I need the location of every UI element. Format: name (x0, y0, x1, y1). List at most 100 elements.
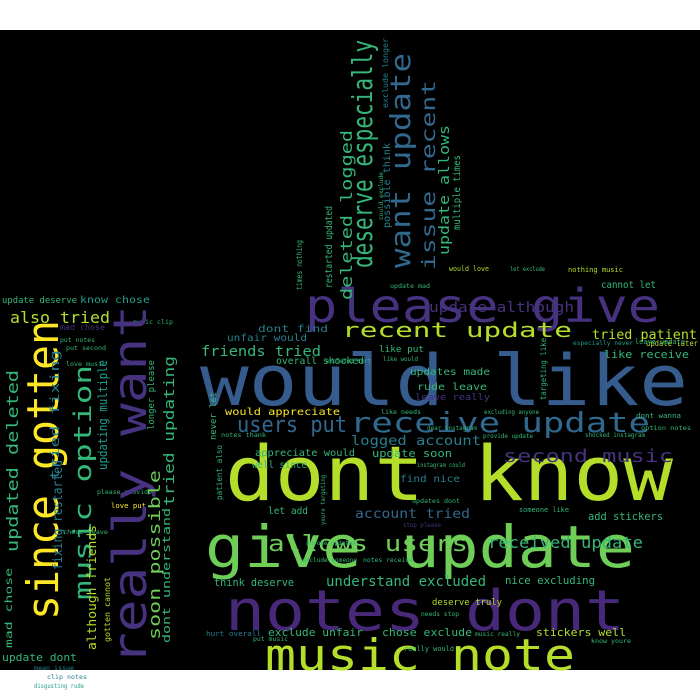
word-dont-know: dont know (225, 429, 673, 518)
word-mean-issue: mean issue (34, 665, 74, 672)
word-notes-thank: notes thank (221, 432, 266, 439)
word-provide-update: provide update (483, 433, 533, 440)
word-updates-made: updates made (410, 367, 490, 378)
word-music-really: music really (475, 631, 520, 638)
word-anyone-updates: anyone updates (306, 540, 356, 547)
word-although-friends: tried updating (162, 356, 178, 506)
word-would-like: would like (200, 340, 688, 422)
word-update-soon: update soon (372, 447, 452, 460)
word-well-since: well since (252, 460, 307, 471)
word-like-put: like put (379, 345, 424, 355)
word-updating-multiple: tried fixing (48, 350, 62, 480)
word-give-update: give update (205, 513, 635, 581)
word-excluding-anyone: excluding anyone (484, 409, 539, 416)
word-update-deserve: update deserve (2, 296, 77, 306)
word-fixing-restarted: updated deleted (3, 370, 22, 552)
word-multiple-times: possible think (382, 143, 393, 228)
word-music-note: music note (265, 630, 575, 681)
word-youre-targeting: youre targeting (320, 475, 327, 525)
word-instagram-could: instagram could (417, 462, 465, 469)
word-add-stickers: add stickers (588, 510, 663, 523)
word-chose-leave: chose leave (63, 529, 108, 536)
word-really-want: since gotten (18, 320, 69, 620)
word-love-put: love put (111, 502, 146, 510)
word-nothing-music: nothing music (568, 266, 623, 274)
word-dont-find: dont find (258, 324, 328, 335)
word-needs-stop: needs stop (421, 611, 459, 618)
word-since-gotten: mad chose (4, 568, 15, 648)
word-allows-users: allows users (268, 532, 468, 557)
cloud-background (0, 30, 700, 670)
word-times-nothing: times nothing (295, 240, 304, 290)
word-update-later: update later (646, 339, 698, 348)
word-possible-think: restarted updated (324, 206, 335, 288)
word-deleted-logged: update allows (437, 125, 453, 255)
word-let-add: let add (268, 506, 308, 517)
word-gotten-cannot: gotten cannot (103, 577, 112, 642)
word-like-needs: like needs (381, 409, 421, 416)
word-dear-instagram: dear instagram (427, 425, 477, 432)
word-notes-receive: notes receive (363, 557, 413, 564)
word-someone-like: someone like (519, 506, 569, 514)
word-want-update: deserve especially (346, 40, 379, 268)
word-nice-excluding: nice excluding (505, 574, 595, 587)
word-stickers-well: stickers well (536, 626, 626, 639)
word-longer-please: longer please (147, 360, 157, 430)
word-unfair-would: unfair would (227, 333, 307, 344)
word-music-clip: music clip (133, 319, 173, 326)
word-could-exclude: could exclude (378, 172, 385, 220)
word-never-let: never let (209, 392, 219, 440)
word-update-dont: update dont (2, 651, 77, 664)
word-patient-also: patient also (215, 445, 224, 500)
word-love-music: love music (66, 361, 106, 368)
word-update-although: update although (429, 300, 574, 316)
word-disgusting-rude: disgusting rude (34, 683, 84, 690)
word-would-appreciate: would appreciate (225, 407, 340, 418)
word-account-tried: account tried (355, 507, 470, 522)
word-tried-fixing: fixing restarted (51, 460, 66, 570)
word-mad-chose: mad chose (60, 323, 105, 332)
word-know-youre: know youre (591, 638, 631, 645)
word-excluded-hurt: excluded hurt (326, 358, 371, 365)
word-hurt-overall: hurt overall (206, 630, 261, 638)
word-like-receive: like receive (604, 348, 689, 361)
word-updated-deleted: soon possible (145, 470, 164, 640)
word-think-deserve: think deserve (214, 576, 294, 589)
word-updates-dont: updates dont (412, 498, 460, 505)
word-exclude-someone: exclude someone (302, 557, 357, 564)
word-tried-updating: updating multiple (96, 360, 110, 470)
word-clip-notes: clip notes (47, 674, 87, 681)
word-understand-excluded: understand excluded (326, 574, 486, 590)
word-really-would: really would (404, 645, 454, 653)
word-received-update: received update (488, 533, 643, 552)
word-tried-patient: tried patient (592, 328, 697, 343)
word-soon-possible: music option (69, 365, 97, 600)
word-logged-account: logged account (351, 434, 481, 449)
word-restarted-updated: deleted logged (337, 130, 356, 300)
word-find-nice: find nice (400, 474, 460, 485)
word-recent-update: recent update (342, 318, 572, 342)
word-targeting-like: targeting like (539, 338, 548, 400)
word-shocked-instagram: shocked instagram (585, 432, 645, 439)
word-leave-update: leave update (635, 338, 685, 346)
word-update-allows: issue recent (418, 80, 440, 270)
word-issue-recent: want update (384, 53, 417, 268)
word-exclude-unfair: exclude unfair (268, 626, 363, 639)
word-music-option: really want (103, 305, 157, 665)
word-appreciate-would: appreciate would (255, 448, 355, 459)
word-please-give: please give (305, 279, 660, 333)
word-would-love: would love (449, 265, 489, 273)
word-receive-update: receive update (350, 406, 650, 439)
word-put-second: put second (66, 345, 106, 352)
word-truly-disgusting: exclude longer (381, 38, 390, 108)
word-notes-dont: notes dont (225, 579, 625, 644)
word-stop-please: stop please (403, 522, 441, 529)
word-rude-leave: rude leave (417, 382, 487, 393)
word-like-would: like would (383, 356, 418, 363)
word-also-tried: also tried (10, 308, 110, 327)
word-exclude-longer: multiple times (452, 155, 463, 230)
word-put-notes: put notes (60, 337, 95, 344)
word-put-music: put music (253, 636, 288, 643)
word-leave-really: leave really (415, 393, 491, 403)
